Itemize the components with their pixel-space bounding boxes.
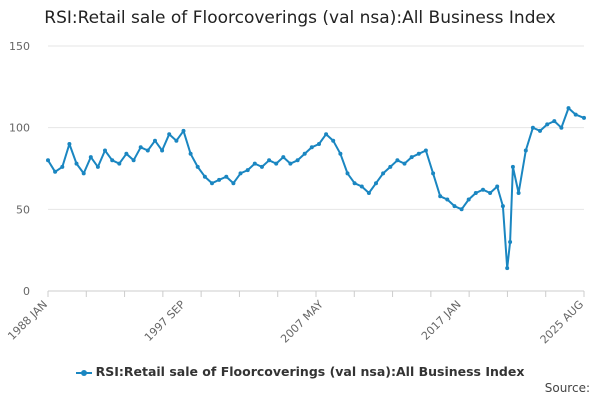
- data-point: [131, 158, 136, 163]
- data-point: [510, 164, 515, 169]
- data-point: [195, 164, 200, 169]
- data-point: [530, 125, 535, 130]
- data-point: [324, 132, 329, 137]
- data-point: [338, 151, 343, 156]
- x-tick-label: 2017 JAN: [419, 298, 464, 343]
- data-point: [309, 145, 314, 150]
- data-point: [95, 164, 100, 169]
- y-tick-label: 0: [23, 285, 30, 298]
- data-point: [516, 191, 521, 195]
- data-point: [345, 171, 350, 176]
- data-point: [110, 158, 115, 163]
- data-point: [117, 161, 122, 166]
- data-point: [488, 191, 493, 195]
- data-point: [281, 155, 286, 160]
- data-point: [153, 138, 157, 143]
- data-point: [573, 112, 578, 117]
- data-point: [416, 151, 421, 156]
- data-point: [331, 138, 336, 143]
- data-point: [124, 151, 129, 156]
- data-point: [402, 161, 407, 166]
- data-point: [473, 191, 478, 195]
- data-point: [552, 119, 557, 124]
- data-point: [167, 132, 172, 137]
- data-point: [245, 168, 250, 173]
- data-point: [545, 122, 550, 127]
- data-point: [317, 142, 321, 146]
- data-point: [366, 191, 371, 195]
- data-point: [508, 240, 513, 244]
- data-point: [500, 204, 505, 209]
- data-point: [388, 164, 393, 169]
- data-point: [231, 181, 236, 186]
- data-point: [409, 155, 414, 160]
- data-point: [452, 204, 457, 209]
- data-point: [238, 171, 243, 176]
- data-point: [53, 169, 58, 174]
- data-point: [395, 158, 400, 163]
- data-point: [274, 161, 279, 166]
- data-point: [210, 181, 214, 186]
- y-tick-label: 50: [16, 203, 30, 216]
- x-tick-label: 2025 AUG: [538, 298, 587, 347]
- data-point: [495, 184, 500, 189]
- data-point: [423, 148, 428, 153]
- data-point: [217, 177, 222, 182]
- data-point: [374, 181, 378, 186]
- data-point: [202, 174, 207, 179]
- gridlines: [48, 45, 584, 210]
- x-tick-label: 1997 SEP: [142, 298, 188, 344]
- data-point: [138, 145, 143, 150]
- data-point: [352, 181, 357, 186]
- data-point: [505, 266, 510, 271]
- series-line: [47, 107, 585, 270]
- data-point: [459, 207, 464, 212]
- series-layer: [46, 106, 586, 271]
- data-point: [381, 171, 386, 176]
- data-point: [445, 197, 450, 202]
- data-point: [538, 128, 542, 133]
- x-tick-label: 2007 MAY: [278, 298, 326, 346]
- data-point: [438, 194, 443, 199]
- data-point: [181, 128, 186, 133]
- data-point: [103, 148, 107, 153]
- data-point: [582, 115, 586, 120]
- x-tick-label: 1988 JAN: [5, 298, 50, 343]
- source-label: Source:: [544, 381, 590, 395]
- data-point: [523, 148, 528, 153]
- data-point: [74, 161, 79, 166]
- data-point: [259, 164, 264, 169]
- data-point: [224, 174, 229, 179]
- data-point: [188, 151, 193, 156]
- data-point: [466, 197, 471, 202]
- data-point: [88, 155, 93, 160]
- data-point: [81, 171, 86, 176]
- data-point: [481, 187, 485, 192]
- y-tick-label: 150: [9, 40, 30, 53]
- data-point: [160, 148, 165, 153]
- data-point: [67, 142, 72, 146]
- data-point: [288, 161, 293, 166]
- data-point: [302, 151, 307, 156]
- data-point: [559, 125, 564, 130]
- data-point: [431, 171, 436, 176]
- data-point: [252, 161, 257, 166]
- data-point: [359, 184, 364, 189]
- legend-swatch: [75, 368, 92, 378]
- data-point: [174, 138, 179, 143]
- chart-title: RSI:Retail sale of Floorcoverings (val n…: [44, 8, 556, 28]
- legend[interactable]: RSI:Retail sale of Floorcoverings (val n…: [0, 364, 600, 379]
- data-point: [267, 158, 272, 163]
- y-tick-label: 100: [9, 122, 30, 135]
- data-point: [295, 158, 300, 163]
- legend-label: RSI:Retail sale of Floorcoverings (val n…: [95, 364, 525, 379]
- data-point: [46, 158, 50, 163]
- data-point: [566, 106, 571, 111]
- data-point: [60, 164, 65, 169]
- data-point: [145, 148, 150, 153]
